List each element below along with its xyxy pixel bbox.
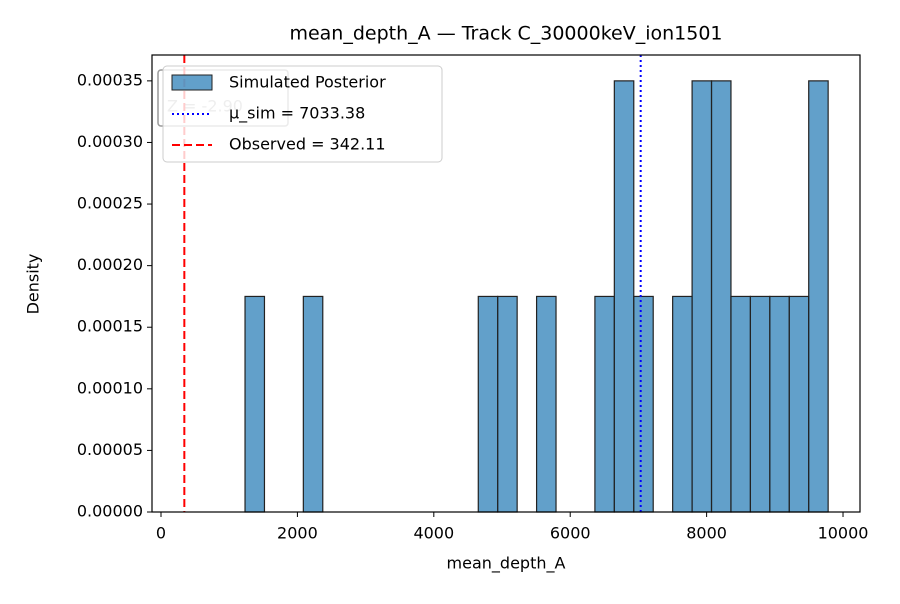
x-tick-label: 0 <box>156 524 166 543</box>
legend-label: μ_sim = 7033.38 <box>229 104 365 124</box>
x-tick-label: 8000 <box>686 524 727 543</box>
legend-label: Simulated Posterior <box>229 73 386 92</box>
bar <box>477 295 499 513</box>
bar <box>535 295 557 513</box>
x-tick-label: 10000 <box>818 524 869 543</box>
chart-title: mean_depth_A — Track C_30000keV_ion1501 <box>289 23 722 45</box>
bar <box>672 295 693 513</box>
bar <box>769 295 790 513</box>
y-tick-label: 0.00025 <box>77 194 143 213</box>
x-tick-label: 4000 <box>413 524 454 543</box>
y-tick-label: 0.00000 <box>77 502 143 521</box>
legend-swatch <box>171 74 213 91</box>
y-tick-label: 0.00005 <box>77 440 143 459</box>
bar <box>594 295 615 513</box>
x-tick-label: 6000 <box>550 524 591 543</box>
bar <box>788 295 810 513</box>
bar <box>244 295 266 513</box>
bar <box>633 295 654 513</box>
y-tick-label: 0.00015 <box>77 317 143 336</box>
bar <box>497 295 518 513</box>
y-tick-label: 0.00020 <box>77 255 143 274</box>
bar <box>710 80 732 513</box>
y-axis-label: Density <box>24 254 43 315</box>
bar <box>730 295 752 513</box>
bar <box>749 295 771 513</box>
y-tick-label: 0.00030 <box>77 132 143 151</box>
bar <box>691 80 713 513</box>
x-axis-label: mean_depth_A <box>447 554 566 574</box>
x-tick-label: 2000 <box>277 524 318 543</box>
plot-frame <box>151 54 861 513</box>
bar <box>302 295 324 513</box>
y-tick-label: 0.00035 <box>77 70 143 89</box>
bar <box>808 80 829 513</box>
bar <box>613 80 635 513</box>
y-tick-label: 0.00010 <box>77 378 143 397</box>
legend-label: Observed = 342.11 <box>229 135 386 154</box>
legend-box <box>162 65 443 163</box>
